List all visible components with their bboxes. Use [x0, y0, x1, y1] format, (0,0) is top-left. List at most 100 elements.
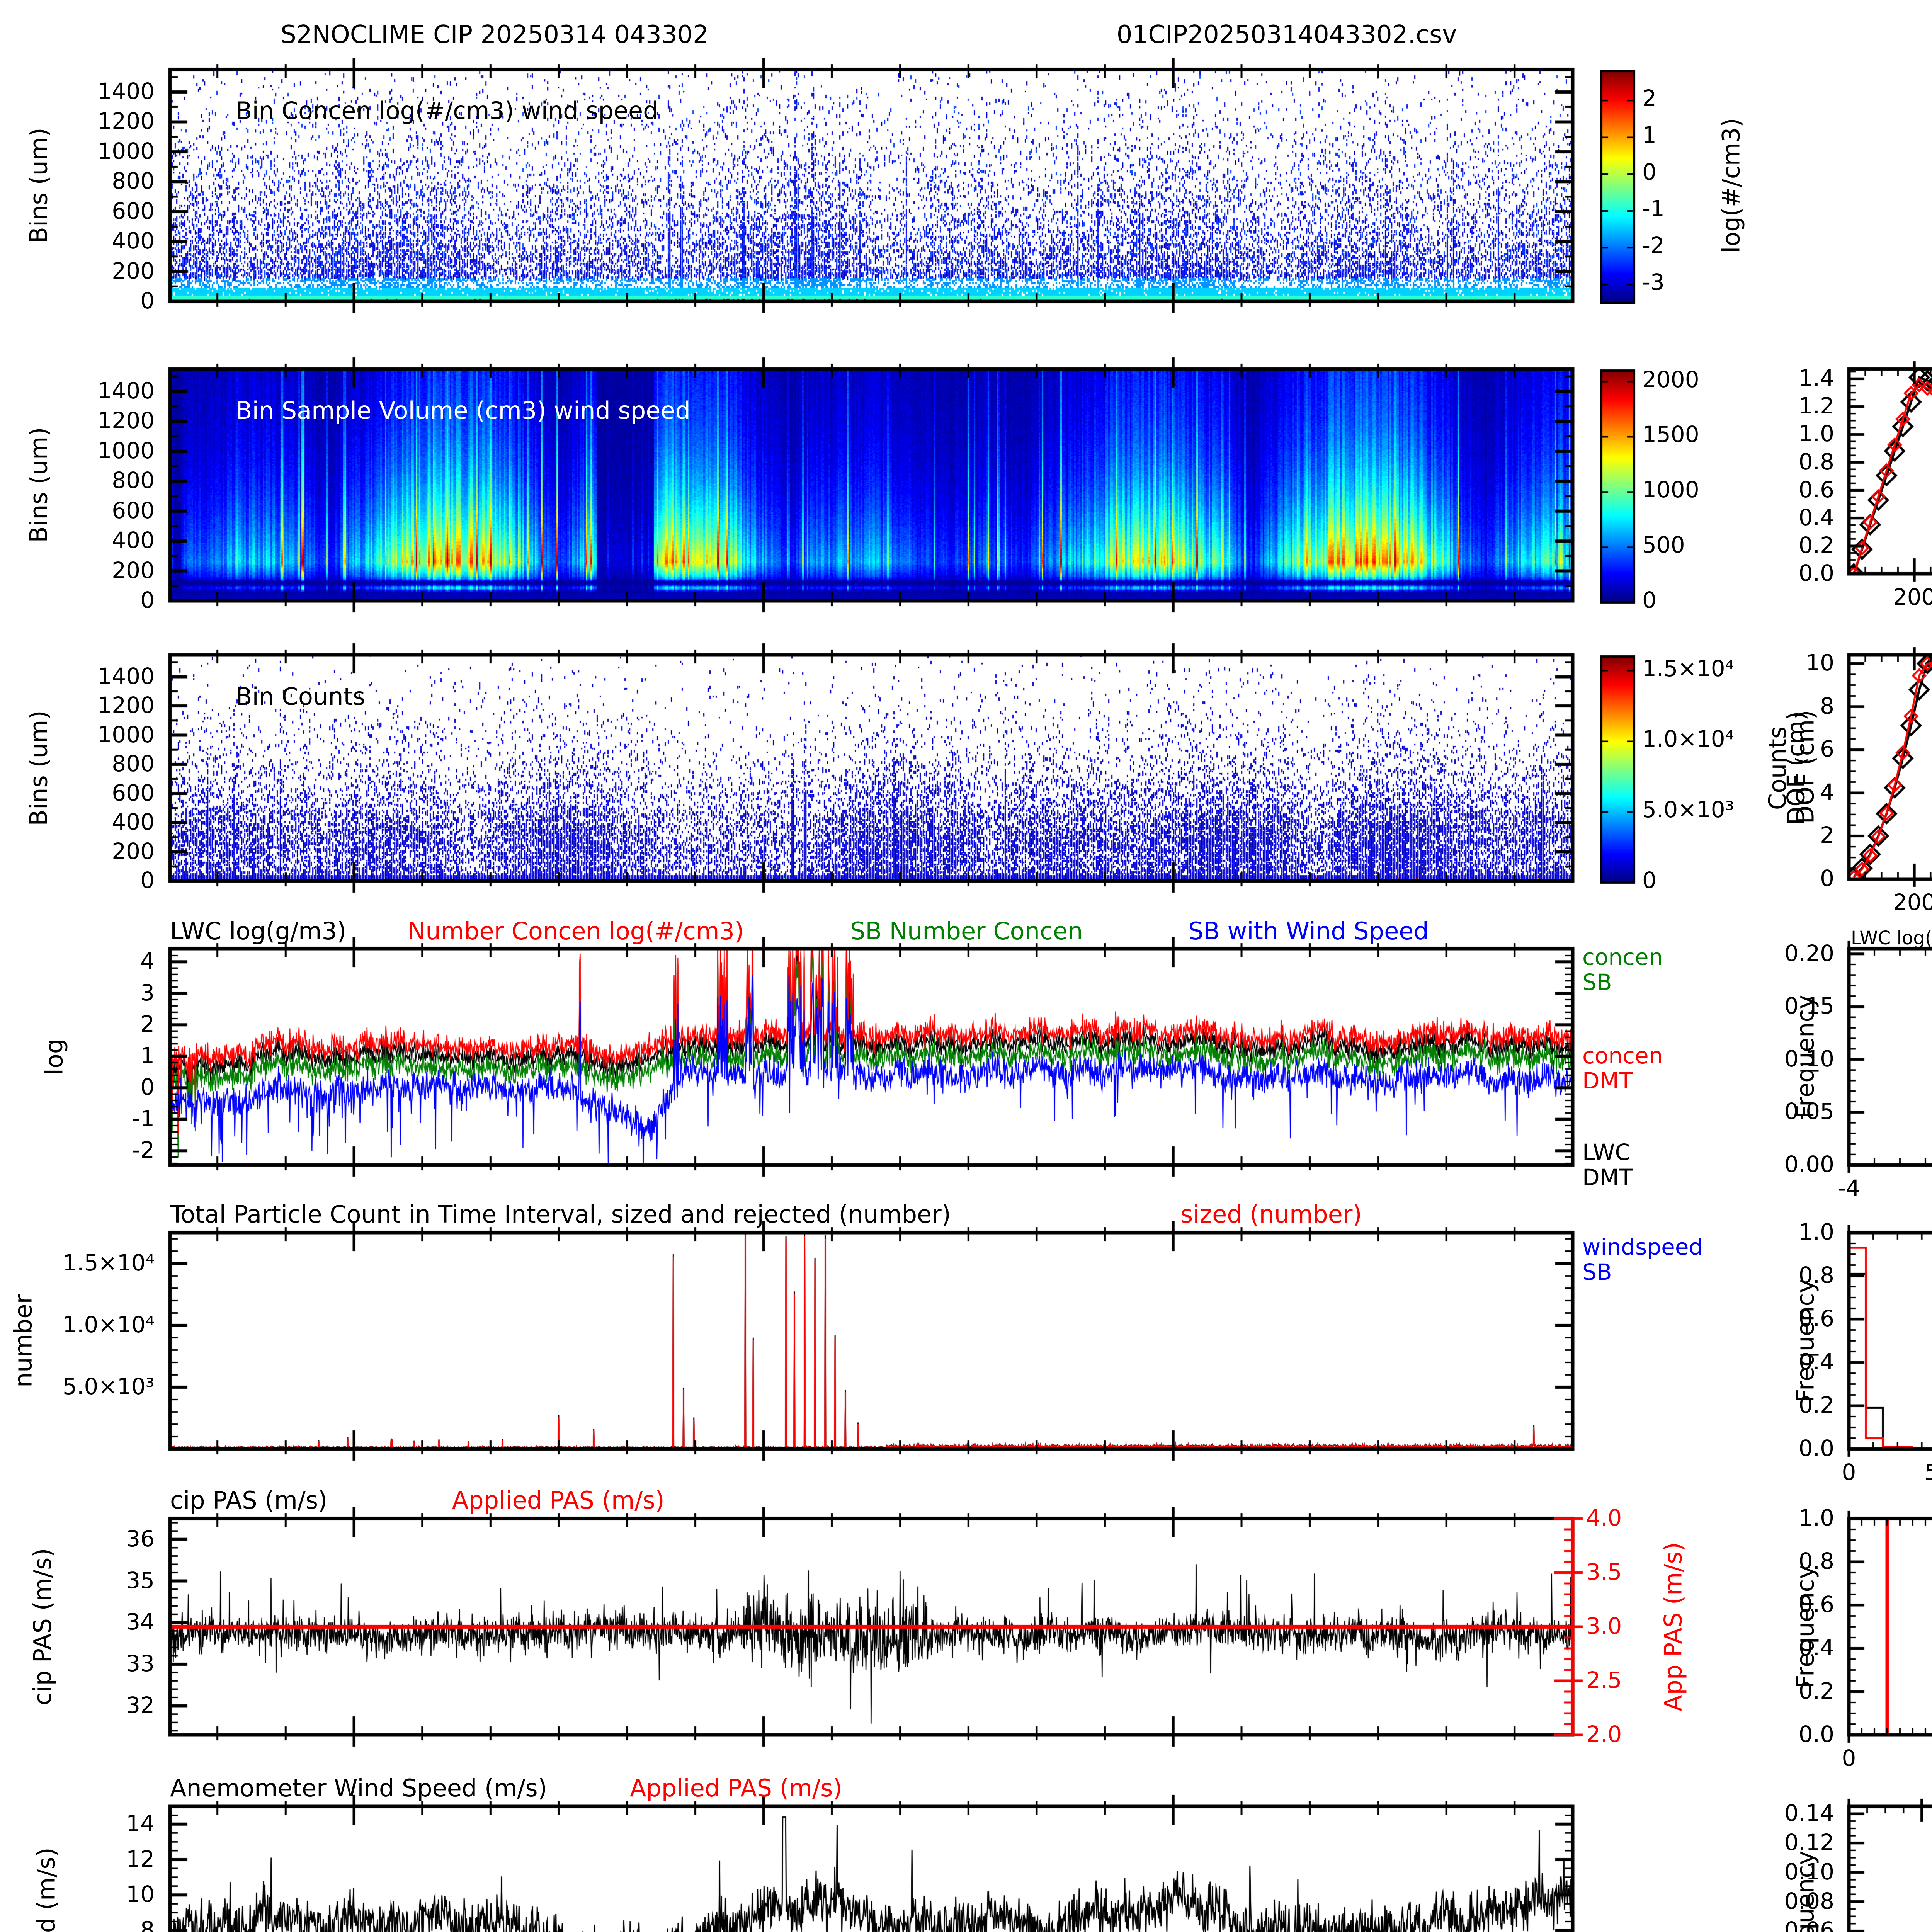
- bin_concen-cbar-tick: 0: [1642, 158, 1656, 185]
- lwc_timeseries-legend: SB Number Concen: [850, 917, 1083, 945]
- freq-log-title-black: LWC log(g/m3)12418: [1851, 927, 1932, 949]
- bin_concen-ytick: 800: [112, 168, 155, 194]
- bin_sample_volume-ytick: 800: [112, 467, 155, 494]
- dof-plot: [1826, 632, 1932, 902]
- bin_counts-colorbar: [1600, 655, 1681, 896]
- wind_hist-plot: [1826, 1783, 1932, 1932]
- tpc_hist-ytick: 0.8: [1798, 1262, 1834, 1288]
- total_particle_count-title-red: sized (number): [1180, 1200, 1362, 1228]
- lwc_timeseries-legend: LWC log(g/m3): [170, 917, 347, 945]
- sample_area-ytick: 1.4: [1798, 365, 1834, 391]
- bin-sv-title: Bin Sample Volume (cm3) wind speed: [236, 396, 690, 425]
- sample_area-ytick: 1.2: [1798, 393, 1834, 419]
- wind_hist-ytick: 0.08: [1784, 1888, 1834, 1914]
- bin_concen-cbar-tick: 2: [1642, 85, 1656, 112]
- freq_log_hist-ytick: 0.15: [1784, 993, 1834, 1019]
- freq_log_hist-ytick: 0.10: [1784, 1045, 1834, 1072]
- lwc_timeseries-legend: Number Concen log(#/cm3): [408, 917, 744, 945]
- pas_hist-plot: [1826, 1495, 1932, 1758]
- bin_sample_volume-ytick: 1000: [97, 437, 155, 464]
- wind_hist-ytick: 0.14: [1784, 1799, 1834, 1826]
- lwc_timeseries-right-annotation: concen DMT: [1582, 1043, 1663, 1094]
- cip_pas-ylabel: cip PAS (m/s): [28, 1548, 57, 1706]
- bin_concen-cbar-tick: -2: [1642, 232, 1665, 259]
- bin_sample_volume-ytick: 400: [112, 527, 155, 554]
- page-title-left: S2NOCLIME CIP 20250314 043302: [281, 20, 709, 49]
- sample_area-ytick: 1.0: [1798, 420, 1834, 447]
- sample_area-ytick: 0.6: [1798, 476, 1834, 503]
- bin_sample_volume-ytick: 0: [140, 587, 155, 613]
- bin_concen-cbar-tick: -1: [1642, 195, 1665, 222]
- bin_concen-ytick: 1000: [97, 138, 155, 164]
- wind_speed-ytick: 10: [126, 1881, 155, 1908]
- cip_pas-right-ytick: 4.0: [1586, 1505, 1622, 1531]
- freq_log_hist-ytick: 0.20: [1784, 940, 1834, 966]
- dof-ylabel: DOF (cm): [1791, 710, 1820, 824]
- lwc_timeseries-ytick: 1: [140, 1042, 155, 1069]
- dof-ytick: 4: [1820, 779, 1834, 805]
- wind_speed-title-black: Anemometer Wind Speed (m/s): [170, 1774, 547, 1802]
- bin_sample_volume-cbar-tick: 2000: [1642, 366, 1699, 393]
- cip_pas-right-ytick: 2.0: [1586, 1721, 1622, 1747]
- bin_counts-ytick: 400: [112, 809, 155, 835]
- bin_counts-cbar-tick: 5.0×10³: [1642, 796, 1734, 823]
- tpc_hist-ylabel: Frequency: [1791, 1279, 1820, 1403]
- cip_pas-right-ytick: 3.0: [1586, 1613, 1622, 1639]
- page-title-right: 01CIP20250314043302.csv: [1116, 20, 1457, 49]
- bin_sample_volume-ytick: 1400: [97, 378, 155, 404]
- lwc_timeseries-ytick: 0: [140, 1074, 155, 1100]
- bin_counts-ytick: 200: [112, 838, 155, 864]
- bin_counts-ytick: 800: [112, 750, 155, 777]
- bin_concen-cbar-tick: -3: [1642, 269, 1665, 296]
- bin-counts-title: Bin Counts: [236, 682, 366, 711]
- cip_pas-right-ytick: 3.5: [1586, 1559, 1622, 1585]
- total_particle_count-ylabel: number: [9, 1294, 37, 1388]
- bin_concen-ytick: 200: [112, 257, 155, 284]
- bin_concen-plot: [147, 46, 1596, 325]
- bin_counts-plot: [147, 632, 1596, 904]
- lwc_timeseries-ytick: 4: [140, 948, 155, 975]
- bin_concen-ytick: 1200: [97, 108, 155, 134]
- tpc_hist-xtick: 0: [1842, 1459, 1856, 1485]
- bin_sample_volume-cbar-tick: 1500: [1642, 421, 1699, 448]
- bin_sample_volume-ylabel: Bins (um): [24, 427, 53, 543]
- lwc_timeseries-plot: [147, 925, 1596, 1188]
- cip_pas-ytick: 35: [126, 1567, 155, 1594]
- pas_hist-ytick: 0.2: [1798, 1678, 1834, 1704]
- sample_area-xtick: 200: [1893, 584, 1932, 610]
- bin_sample_volume-ytick: 200: [112, 557, 155, 583]
- bin_concen-colorbar: [1600, 70, 1681, 317]
- dof-xtick: 200: [1893, 889, 1932, 915]
- sample_area-ytick: 0.4: [1798, 504, 1834, 531]
- lwc_timeseries-legend: SB with Wind Speed: [1188, 917, 1429, 945]
- tpc_hist-ytick: 1.0: [1798, 1219, 1834, 1245]
- bin_concen-ytick: 0: [140, 287, 155, 314]
- pas_hist-xtick: 0: [1842, 1745, 1856, 1771]
- bin_counts-ytick: 600: [112, 779, 155, 806]
- bin_counts-cbar-tick: 0: [1642, 867, 1656, 893]
- bin_sample_volume-ytick: 1200: [97, 407, 155, 434]
- wind_speed-ytick: 12: [126, 1845, 155, 1872]
- bin_concen-cbar-tick: 1: [1642, 122, 1656, 148]
- bin_sample_volume-plot: [147, 346, 1596, 624]
- wind_speed-ytick: 14: [126, 1810, 155, 1837]
- bin_counts-ylabel: Bins (um): [24, 710, 53, 826]
- pas_hist-ylabel: Frequency: [1791, 1565, 1820, 1689]
- tpc_hist-ytick: 0.2: [1798, 1392, 1834, 1418]
- cip_pas-right-ytick: 2.5: [1586, 1667, 1622, 1693]
- sample_area-ytick: 0.0: [1798, 560, 1834, 586]
- bin_concen-ytick: 1400: [97, 78, 155, 105]
- freq_log_hist-xtick: -4: [1838, 1175, 1860, 1201]
- pas_hist-ytick: 1.0: [1798, 1505, 1834, 1531]
- bin_counts-cbar-tick: 1.0×10⁴: [1642, 726, 1734, 752]
- cip_pas-title-black: cip PAS (m/s): [170, 1486, 328, 1514]
- bin_concen-ytick: 600: [112, 197, 155, 224]
- dof-ytick: 6: [1820, 736, 1834, 762]
- bin_sample_volume-colorbar: [1600, 369, 1681, 616]
- wind_speed-ylabel: Wind (m/s): [32, 1847, 61, 1932]
- lwc_timeseries-ytick: -2: [132, 1137, 155, 1163]
- cip_pas-ytick: 32: [126, 1692, 155, 1718]
- freq_log_hist-ytick: 0.05: [1784, 1098, 1834, 1125]
- wind_hist-ytick: 0.12: [1784, 1829, 1834, 1855]
